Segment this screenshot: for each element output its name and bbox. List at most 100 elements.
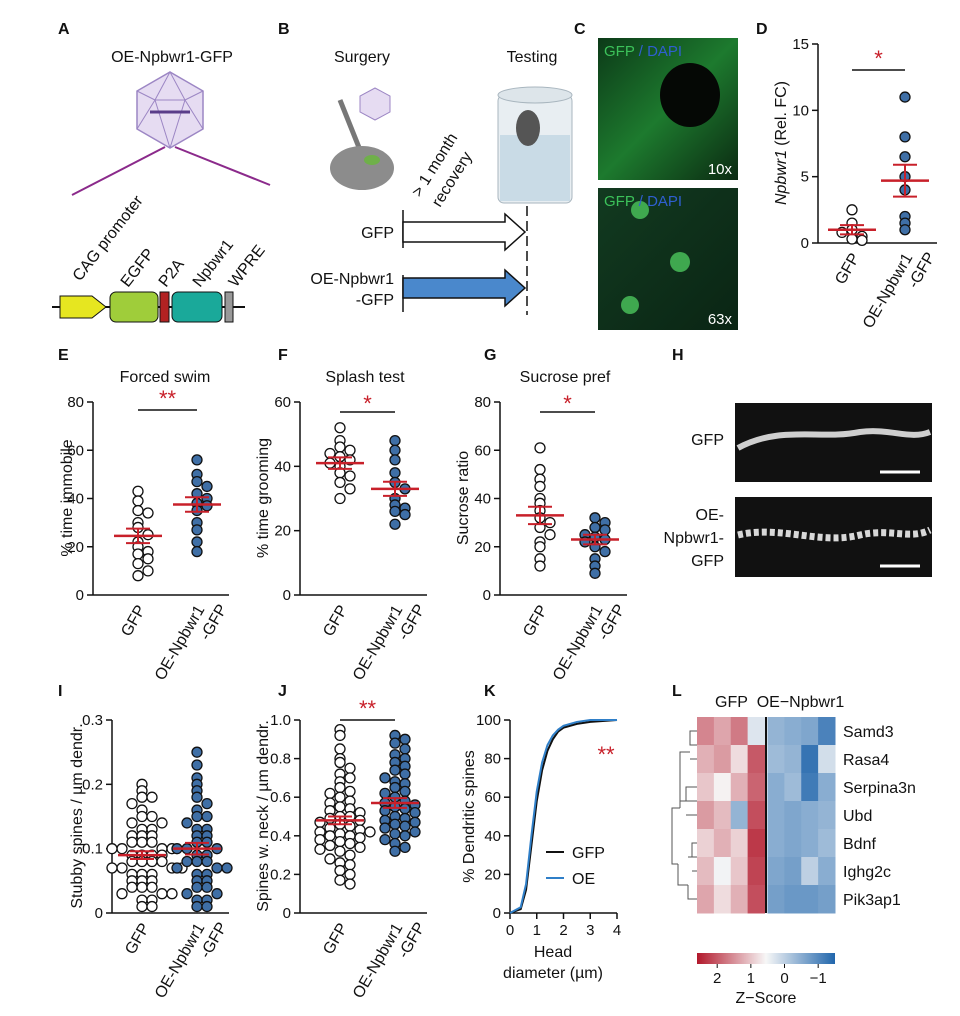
y-tick-label: 0 <box>283 587 291 604</box>
y-tick-label: 1.0 <box>270 712 291 729</box>
y-tick-label: 0 <box>95 905 103 922</box>
data-point <box>126 836 138 848</box>
data-point <box>324 830 336 842</box>
data-point <box>221 862 233 874</box>
data-point <box>146 810 158 823</box>
heatmap-cell <box>730 745 749 774</box>
heatmap-cell <box>747 717 765 746</box>
data-point <box>132 495 144 507</box>
syringe <box>337 99 363 151</box>
stain-dapi: / DAPI <box>639 193 682 210</box>
stain-gfp: GFP <box>604 43 635 60</box>
x-tick-label: 0 <box>506 922 514 939</box>
data-point <box>132 557 144 570</box>
data-point <box>389 818 401 830</box>
heatmap-cell <box>784 745 802 774</box>
data-point <box>324 787 336 799</box>
heatmap-cell <box>747 801 765 830</box>
data-point <box>389 467 401 479</box>
y-axis-label: Sucrose ratio <box>455 451 472 545</box>
heatmap-cell <box>697 745 715 774</box>
y-tick-label: 0 <box>493 905 501 922</box>
element-label: P2A <box>156 256 188 291</box>
data-point <box>899 224 911 236</box>
panel-letter: H <box>672 347 684 364</box>
data-point <box>354 832 366 844</box>
heatmap-cell <box>818 885 836 914</box>
y-tick-label: 80 <box>484 751 501 768</box>
data-point <box>599 545 611 558</box>
x-tick-label: 1 <box>533 922 541 939</box>
y-tick-label: 0 <box>483 587 491 604</box>
heatmap-cell <box>713 885 732 914</box>
data-point <box>344 483 356 495</box>
data-point <box>142 565 154 577</box>
y-axis-label-unit: (Rel. FC) <box>773 81 790 146</box>
y-tick-label: 40 <box>484 828 501 845</box>
image-label: GFP <box>691 432 724 449</box>
column-group-label: GFP <box>715 694 748 711</box>
heatmap-cell <box>801 857 819 886</box>
x-tick-label-line: OE-Npbwr1 <box>152 920 209 1001</box>
data-point <box>324 812 336 825</box>
data-point <box>354 841 366 854</box>
heatmap-cell <box>784 717 802 746</box>
test-mouse <box>516 110 540 146</box>
data-point <box>324 853 336 865</box>
data-point <box>344 444 356 456</box>
heatmap-cell <box>697 717 715 746</box>
data-line <box>509 719 618 914</box>
y-tick-label: 40 <box>474 491 491 508</box>
promoter-arrow <box>59 295 107 319</box>
gfp-arrow <box>402 212 527 252</box>
cylinder-rim <box>497 86 573 104</box>
data-point <box>544 529 556 541</box>
column-group-label: OE−Npbwr1 <box>757 694 845 711</box>
data-point <box>136 810 148 823</box>
heatmap-cell <box>747 857 765 886</box>
y-tick-label: 60 <box>474 442 491 459</box>
data-point <box>106 843 118 855</box>
heatmap-cell <box>767 829 785 858</box>
heatmap-cell <box>784 857 802 886</box>
data-point <box>116 843 128 855</box>
colorbar-tick-label: 1 <box>747 970 755 987</box>
data-point <box>379 787 391 799</box>
panel-letter: K <box>484 683 496 700</box>
data-point <box>156 888 168 900</box>
data-point <box>191 545 203 558</box>
y-tick-label: 0.4 <box>270 828 291 845</box>
heatmap-cell <box>818 717 836 746</box>
data-point <box>201 797 213 810</box>
data-point <box>171 862 183 874</box>
row-label: Bdnf <box>843 836 876 853</box>
panel-c: GFP / DAPI GFP / DAPI 10x 63x <box>598 38 738 330</box>
heatmap-cell <box>784 801 802 830</box>
data-point <box>389 764 401 776</box>
y-tick-label: 15 <box>792 36 809 53</box>
sem-bar <box>383 797 407 809</box>
x-tick-label: OE-Npbwr1-GFP <box>550 592 629 693</box>
data-point <box>201 480 213 493</box>
x-tick-label: 4 <box>613 922 621 939</box>
data-point <box>344 859 356 871</box>
data-point <box>379 822 391 834</box>
data-point <box>116 888 128 900</box>
cell <box>621 296 639 314</box>
panel-b: Surgery Testing > 1 month recovery GFP O… <box>310 49 573 315</box>
data-point <box>344 849 356 861</box>
row-label: Serpina3n <box>843 780 916 797</box>
x-tick-label-line: OE-Npbwr1 <box>550 602 607 683</box>
y-tick-label: 80 <box>474 394 491 411</box>
panel-letter: B <box>278 21 290 38</box>
heatmap-cell <box>784 773 802 802</box>
dendrite <box>736 428 932 451</box>
y-tick-label: 60 <box>274 394 291 411</box>
data-point <box>314 843 326 855</box>
data-point <box>142 553 154 565</box>
significance: ** <box>359 696 377 721</box>
image-label: Npbwr1- <box>664 530 724 547</box>
image-label: OE- <box>696 507 724 524</box>
x-tick-label: GFP <box>320 603 351 640</box>
